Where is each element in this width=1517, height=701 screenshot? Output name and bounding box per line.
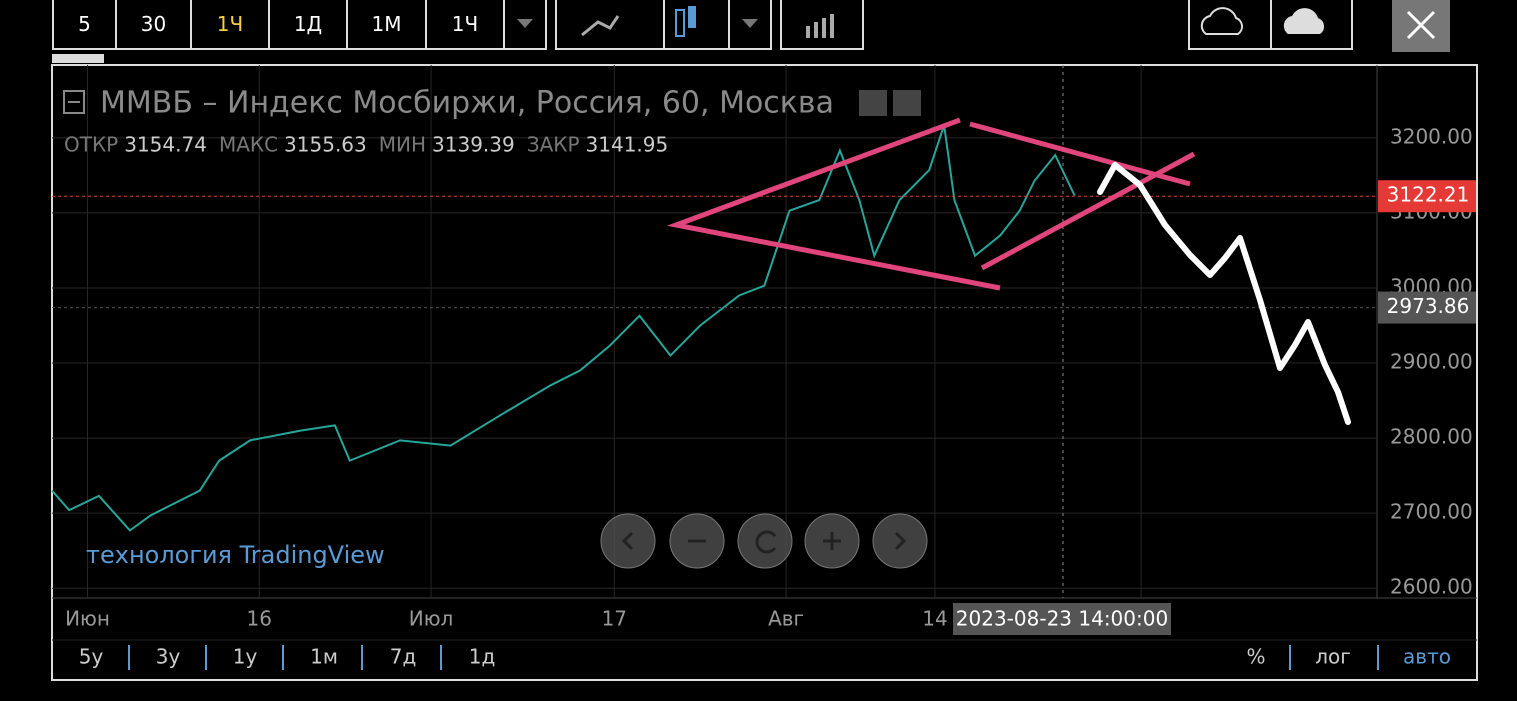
- ohlc-value: 3141.95: [586, 133, 669, 157]
- range-button[interactable]: 1д: [469, 645, 496, 669]
- icon: [806, 26, 810, 38]
- y-tick-label: 2900.00: [1390, 350, 1473, 374]
- scale-button[interactable]: авто: [1403, 645, 1451, 669]
- ohlc-label: ОТКР: [64, 133, 118, 157]
- icon: [894, 531, 907, 551]
- y-tick-label: 2800.00: [1390, 425, 1473, 449]
- price-level-box: [1378, 291, 1476, 324]
- reset-button[interactable]: [737, 513, 793, 569]
- ohlc-label: ЗАКР: [527, 133, 580, 157]
- y-tick-label: 3200.00: [1390, 124, 1473, 148]
- range-button[interactable]: 7д: [390, 645, 417, 669]
- icon: [830, 14, 834, 38]
- chart-title: ММВБ – Индекс Мосбиржи, Россия, 60, Моск…: [100, 86, 834, 121]
- line-style-icon: [581, 15, 620, 37]
- ohlc-value: 3139.39: [432, 133, 515, 157]
- scale-button[interactable]: %: [1246, 645, 1265, 669]
- nav-icons: [621, 530, 907, 554]
- drawing: [666, 117, 1196, 291]
- icon: [814, 22, 818, 38]
- x-tick-label: Июл: [409, 607, 454, 631]
- crosshair-date-box: [953, 603, 1171, 635]
- x-tick-label: Июн: [65, 607, 110, 631]
- scale-button[interactable]: лог: [1315, 645, 1351, 669]
- icon: [755, 530, 777, 554]
- range-button[interactable]: 5y: [79, 645, 104, 669]
- x-tick-label: 14: [922, 607, 947, 631]
- ohlc-label: МАКС: [219, 133, 278, 157]
- x-tick-label: Авг: [768, 607, 804, 631]
- drawing-line: [980, 151, 1196, 271]
- ohlc-label: МИН: [379, 133, 426, 157]
- price-level-box: [1378, 180, 1476, 213]
- download-icon: [1200, 7, 1243, 35]
- range-button[interactable]: 3y: [156, 645, 181, 669]
- scroll-tab[interactable]: [52, 54, 104, 63]
- ohlc-value: 3154.74: [124, 133, 207, 157]
- scroll-right-button[interactable]: [872, 513, 928, 569]
- chart-frame: [51, 64, 1478, 681]
- settings-icon[interactable]: [893, 90, 921, 116]
- icon: [822, 18, 826, 38]
- candle-style-icon: [688, 6, 696, 28]
- y-tick-label: 2600.00: [1390, 575, 1473, 599]
- candle-style-icon: [675, 9, 685, 37]
- drawing-line: [666, 117, 1001, 291]
- scroll-left-button[interactable]: [600, 513, 656, 569]
- ohlc-value: 3155.63: [284, 133, 367, 157]
- range-button[interactable]: 1y: [233, 645, 258, 669]
- price-level-label: 2973.86: [1387, 294, 1470, 318]
- price-level-label: 3122.21: [1387, 183, 1470, 207]
- x-tick-label: 17: [602, 607, 627, 631]
- eye-icon[interactable]: [859, 90, 887, 116]
- range-button[interactable]: 1м: [310, 645, 338, 669]
- watermark: технология TradingView: [86, 541, 385, 569]
- indicators-icon: [806, 14, 834, 38]
- icon: [621, 531, 634, 551]
- close-icon: [1406, 10, 1436, 40]
- collapse-icon[interactable]: [63, 90, 85, 114]
- x-tick-label: 16: [247, 607, 272, 631]
- y-tick-label: 2700.00: [1390, 500, 1473, 524]
- crosshair-date: 2023-08-23 14:00:00: [956, 607, 1168, 631]
- price-line: [51, 124, 1076, 532]
- upload-icon: [1283, 8, 1325, 35]
- drawing-forecast: [1097, 162, 1351, 425]
